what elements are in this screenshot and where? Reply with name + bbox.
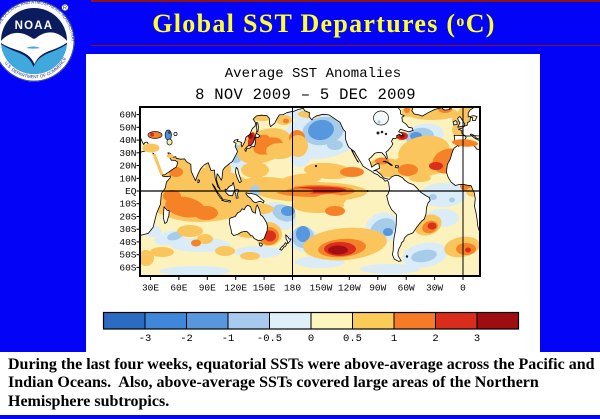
- svg-text:150E: 150E: [253, 283, 276, 294]
- svg-text:-1: -1: [222, 333, 235, 345]
- svg-text:-3: -3: [139, 333, 152, 345]
- svg-text:30N: 30N: [119, 148, 136, 159]
- svg-text:90W: 90W: [369, 283, 386, 294]
- svg-text:Average SST Anomalies: Average SST Anomalies: [225, 66, 401, 82]
- svg-text:50S: 50S: [119, 250, 136, 261]
- svg-text:10N: 10N: [119, 173, 136, 184]
- svg-text:40S: 40S: [119, 237, 136, 248]
- svg-text:50N: 50N: [119, 122, 136, 133]
- svg-text:0.5: 0.5: [343, 333, 362, 345]
- svg-text:0: 0: [460, 283, 466, 294]
- svg-text:8 NOV 2009 – 5 DEC 2009: 8 NOV 2009 – 5 DEC 2009: [195, 86, 416, 104]
- svg-text:10S: 10S: [119, 199, 136, 210]
- svg-text:120W: 120W: [338, 283, 361, 294]
- svg-text:20N: 20N: [119, 161, 136, 172]
- svg-text:60W: 60W: [398, 283, 415, 294]
- svg-text:NOAA: NOAA: [15, 20, 54, 32]
- svg-text:120E: 120E: [224, 283, 247, 294]
- svg-text:EQ: EQ: [125, 186, 137, 197]
- svg-text:60N: 60N: [119, 110, 136, 121]
- svg-text:30E: 30E: [142, 283, 159, 294]
- svg-text:180: 180: [284, 283, 301, 294]
- svg-text:40N: 40N: [119, 135, 136, 146]
- svg-text:-2: -2: [180, 333, 193, 345]
- svg-text:3: 3: [474, 333, 480, 345]
- svg-text:30W: 30W: [426, 283, 443, 294]
- svg-text:0: 0: [308, 333, 314, 345]
- svg-text:60E: 60E: [170, 283, 187, 294]
- svg-text:-0.5: -0.5: [257, 333, 282, 345]
- svg-text:20S: 20S: [119, 212, 136, 223]
- svg-text:R: R: [63, 6, 67, 12]
- svg-text:150W: 150W: [309, 283, 332, 294]
- svg-text:30S: 30S: [119, 224, 136, 235]
- svg-text:2: 2: [432, 333, 438, 345]
- svg-text:1: 1: [391, 333, 397, 345]
- svg-text:60S: 60S: [119, 262, 136, 273]
- svg-text:90E: 90E: [199, 283, 216, 294]
